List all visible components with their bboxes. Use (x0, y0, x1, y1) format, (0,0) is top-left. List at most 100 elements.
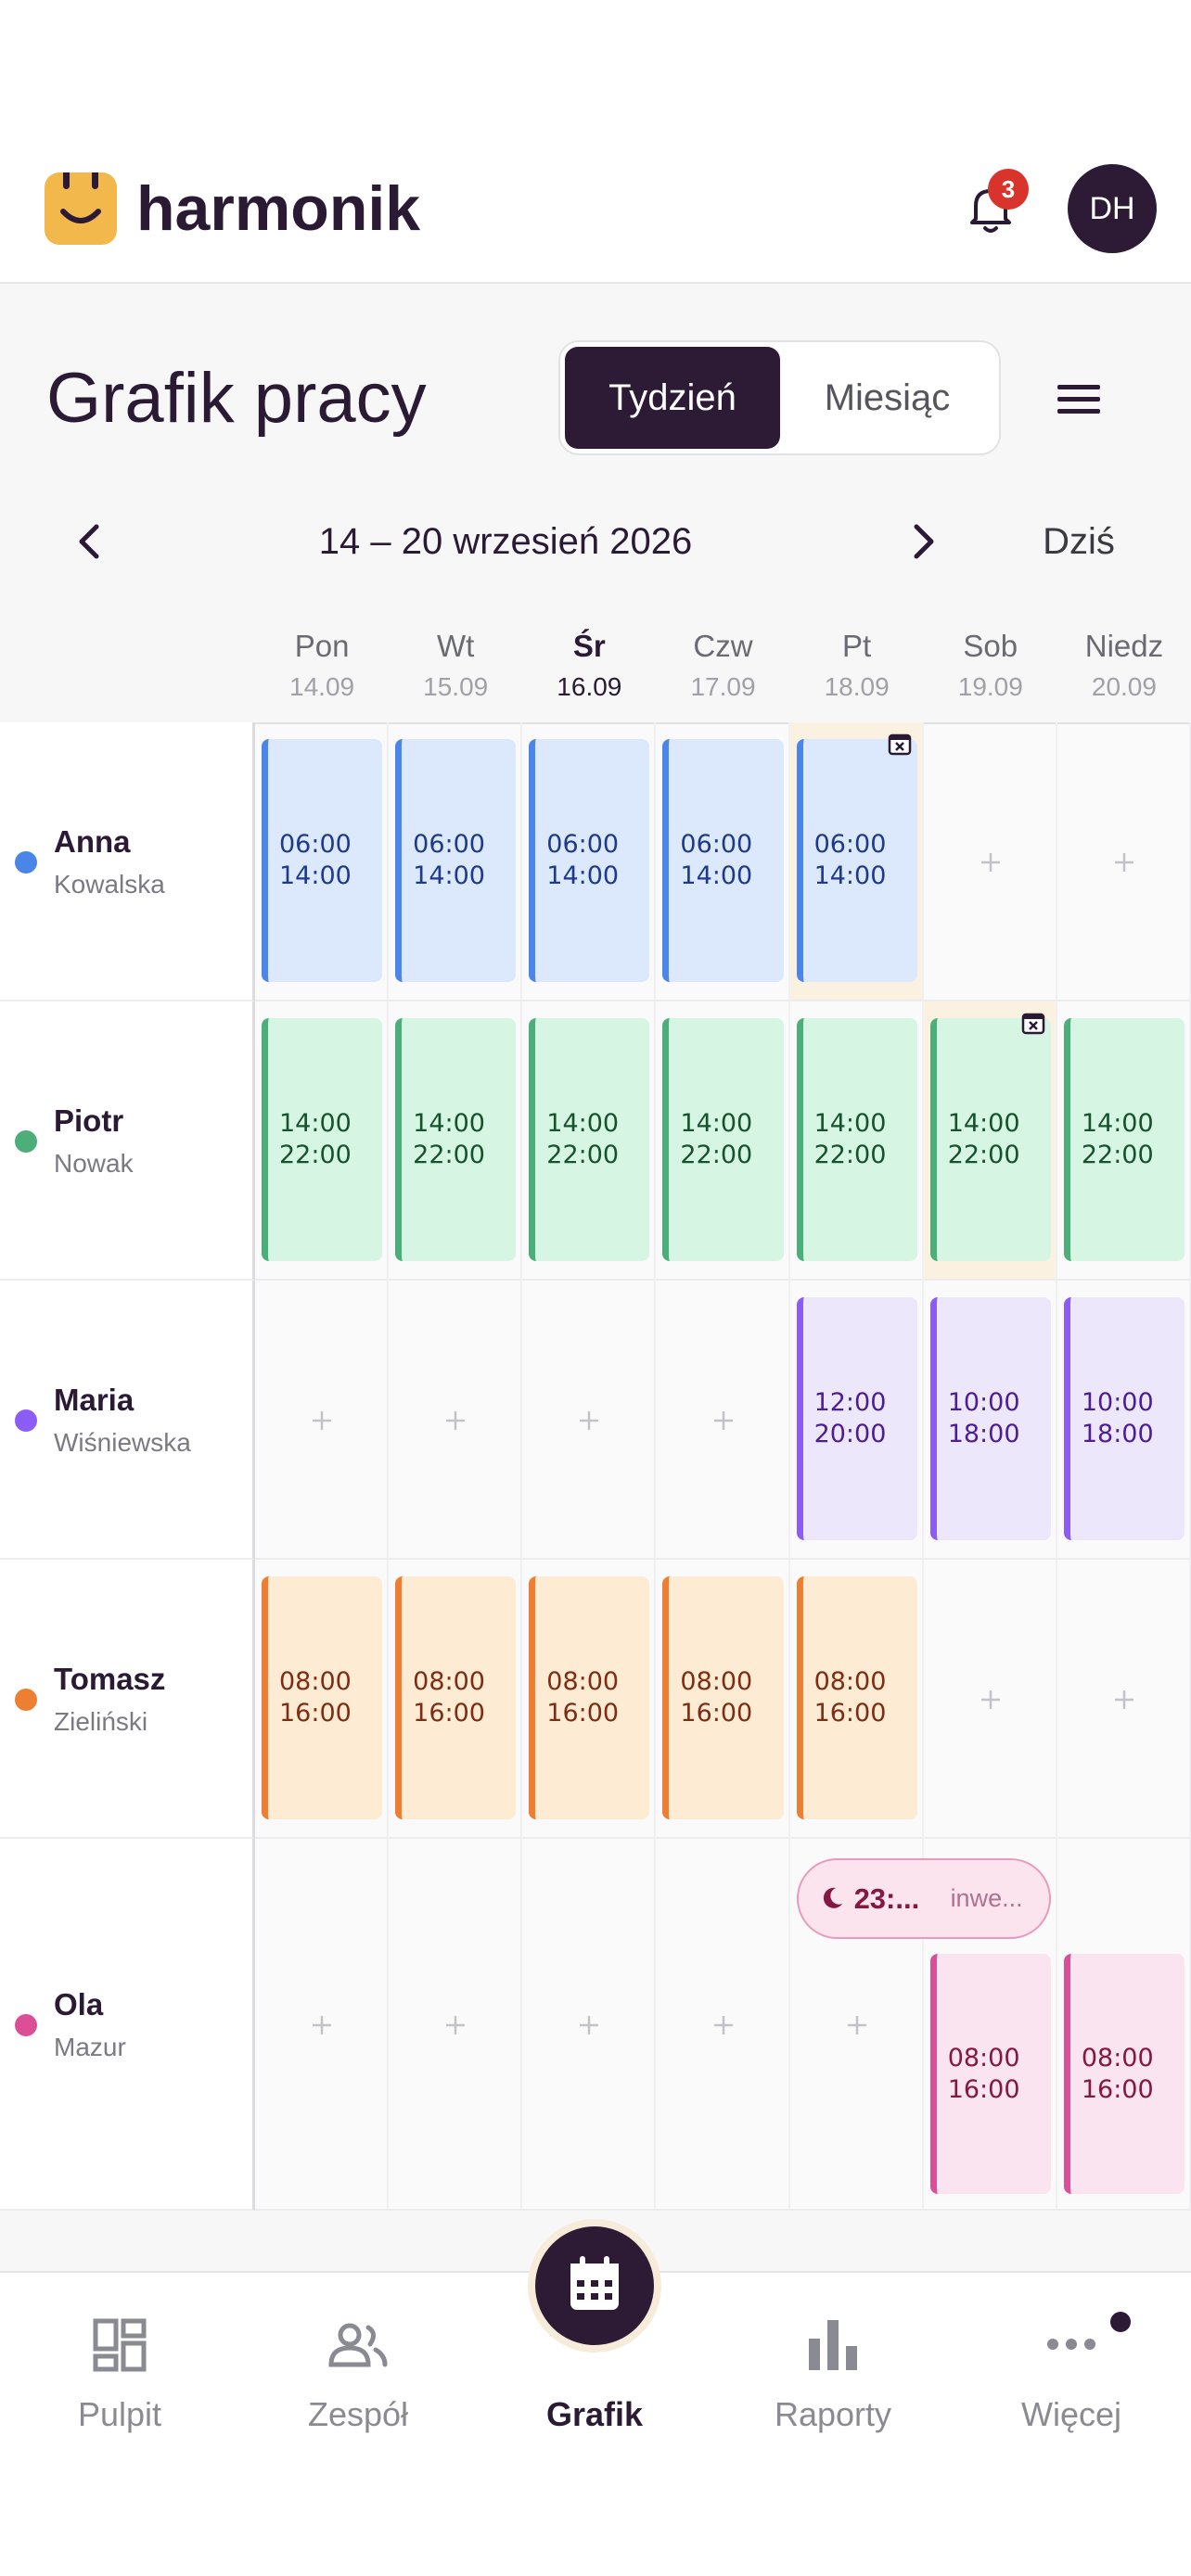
employee-first-name: Piotr (54, 1103, 124, 1138)
employee-first-name: Maria (54, 1383, 134, 1417)
conflict-icon (1020, 1010, 1046, 1036)
schedule-cell[interactable] (923, 722, 1057, 1001)
shift-start: 10:00 (947, 1388, 1020, 1417)
shift-end: 16:00 (1081, 2074, 1154, 2104)
day-name: Pt (842, 628, 872, 663)
schedule-cell[interactable] (389, 1281, 523, 1560)
shift-card[interactable] (929, 1297, 1051, 1540)
shift-end: 14:00 (680, 861, 753, 890)
shift-end: 16:00 (813, 1699, 887, 1728)
day-name: Pon (294, 628, 350, 663)
shift-card[interactable] (796, 739, 917, 982)
shift-start: 14:00 (413, 1109, 485, 1138)
shift-end: 22:00 (813, 1141, 887, 1169)
shift-card[interactable] (1063, 1954, 1185, 2194)
menu-button[interactable] (1057, 380, 1100, 417)
employee-cell (0, 1839, 255, 2211)
shift-card[interactable] (395, 1576, 517, 1819)
shift-card[interactable] (529, 1018, 650, 1261)
shift-end: 16:00 (546, 1699, 620, 1728)
shift-card[interactable] (796, 1576, 917, 1819)
day-name: Czw (693, 628, 753, 663)
schedule-cell (923, 1281, 1057, 1560)
add-shift (712, 1409, 735, 1432)
schedule-cell[interactable] (656, 1281, 790, 1560)
shift-start: 06:00 (813, 830, 887, 859)
shift-card[interactable] (662, 1576, 784, 1819)
avatar[interactable] (1068, 164, 1157, 253)
day-date: 16.09 (557, 671, 622, 701)
schedule-cell[interactable] (255, 1839, 390, 2211)
shift-end: 20:00 (813, 1420, 887, 1448)
schedule-cell[interactable] (923, 1560, 1057, 1839)
event-pill[interactable] (796, 1858, 1051, 1939)
shift-card[interactable] (662, 1018, 784, 1261)
nav-label[interactable]: Zespół (307, 2394, 409, 2433)
employee-color-dot (15, 1688, 37, 1711)
shift-card[interactable] (529, 739, 650, 982)
prev-week[interactable] (74, 523, 104, 560)
nav-fab[interactable] (526, 2217, 663, 2354)
shift-card[interactable] (662, 739, 784, 982)
employee-color-dot (15, 2013, 37, 2036)
day-date: 17.09 (690, 671, 756, 701)
day-date: 19.09 (957, 671, 1023, 701)
schedule-cell (522, 1001, 657, 1281)
employee-cell (0, 1560, 255, 1839)
schedule-cell (656, 722, 790, 1001)
nav-label[interactable]: Więcej (1020, 2394, 1122, 2433)
shift-end: 22:00 (546, 1141, 620, 1169)
shift-start: 12:00 (813, 1388, 887, 1417)
shift-card[interactable] (929, 1018, 1051, 1261)
schedule-cell[interactable] (789, 1839, 924, 2211)
nav-label[interactable]: Pulpit (77, 2394, 162, 2433)
shift-start: 06:00 (680, 830, 753, 859)
event-time: 23:... (853, 1881, 920, 1915)
view-option[interactable]: Miesiąc (824, 377, 951, 418)
next-week[interactable] (909, 523, 939, 560)
nav-label[interactable]: Grafik (545, 2394, 644, 2433)
shift-start: 06:00 (279, 830, 352, 859)
shift-card[interactable] (796, 1297, 917, 1540)
nav-label[interactable]: Raporty (774, 2394, 892, 2433)
today-button[interactable]: Dziś (1043, 521, 1115, 562)
shift-card[interactable] (796, 1018, 917, 1261)
shift-card[interactable] (262, 1018, 383, 1261)
shift-start: 08:00 (413, 1667, 485, 1696)
add-shift (1113, 851, 1135, 874)
shift-end: 22:00 (680, 1141, 753, 1169)
schedule-cell[interactable] (1057, 1560, 1191, 1839)
nav-notification-dot (1110, 2312, 1131, 2332)
schedule-cell[interactable] (656, 1839, 790, 2211)
shift-card[interactable] (262, 1576, 383, 1819)
day-date: 14.09 (289, 671, 355, 701)
schedule-cell[interactable] (255, 1281, 390, 1560)
shift-end: 14:00 (413, 861, 485, 890)
shift-card[interactable] (262, 739, 383, 982)
shift-start: 08:00 (1081, 2043, 1154, 2072)
shift-card[interactable] (395, 1018, 517, 1261)
shift-start: 14:00 (813, 1109, 887, 1138)
shift-card[interactable] (1063, 1297, 1185, 1540)
add-shift (980, 1689, 1002, 1711)
shift-card[interactable] (1063, 1018, 1185, 1261)
schedule-cell[interactable] (389, 1839, 523, 2211)
app-header (0, 0, 1191, 284)
notification-badge (988, 169, 1029, 210)
shift-card[interactable] (529, 1576, 650, 1819)
add-shift (444, 1409, 467, 1432)
view-option[interactable]: Tydzień (608, 377, 736, 418)
employee-first-name: Tomasz (54, 1662, 166, 1696)
employee-color-dot (15, 1129, 37, 1153)
shift-start: 14:00 (546, 1109, 620, 1138)
shift-card[interactable] (395, 739, 517, 982)
schedule-cell[interactable] (522, 1839, 657, 2211)
schedule-cell (656, 1001, 790, 1281)
shift-card[interactable] (929, 1954, 1051, 2194)
schedule-cell[interactable] (1057, 722, 1191, 1001)
week-range: 14 – 20 wrzesień 2026 (318, 521, 693, 562)
shift-start: 06:00 (413, 830, 485, 859)
schedule-cell (255, 722, 390, 1001)
schedule-cell[interactable] (522, 1281, 657, 1560)
